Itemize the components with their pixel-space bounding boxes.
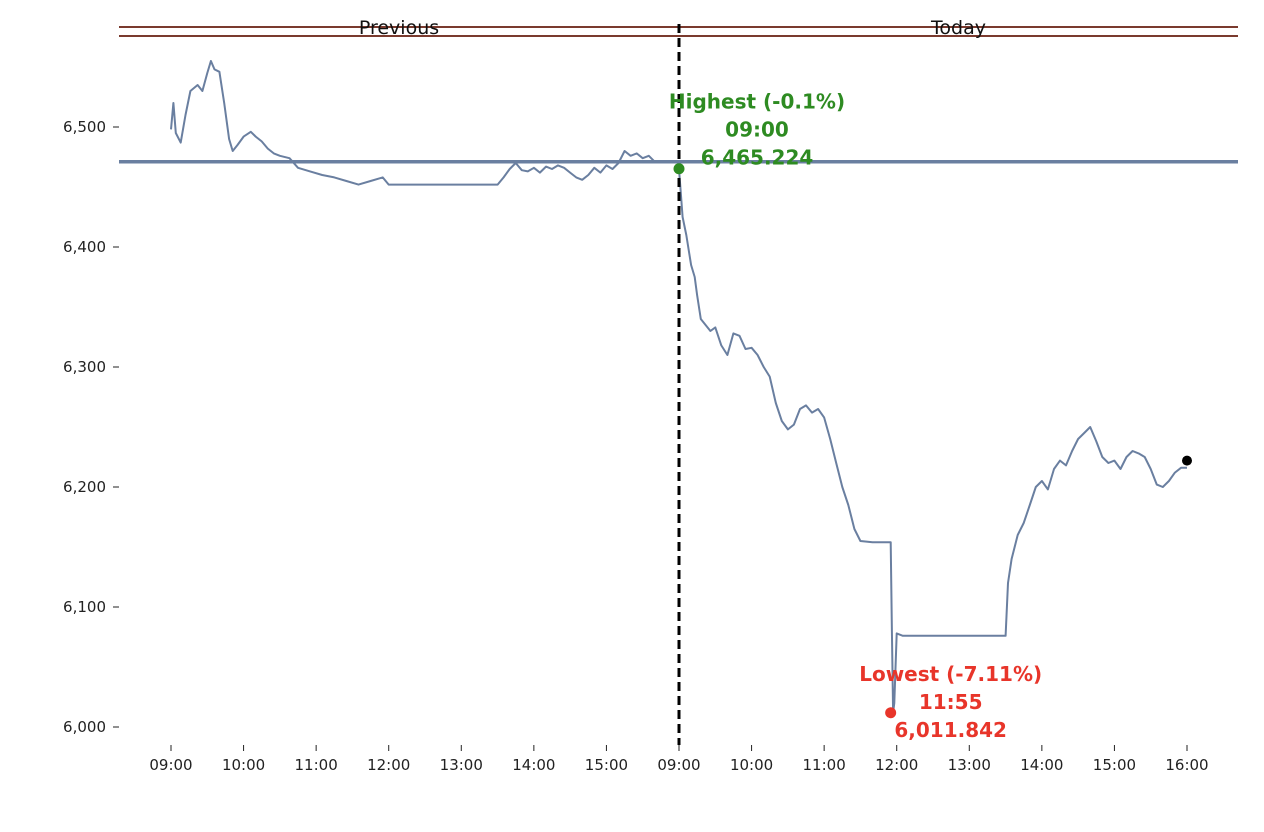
lowest-annotation-line: 6,011.842 [894, 718, 1007, 742]
series-layer [170, 60, 1192, 714]
y-tick-label: 6,200 [63, 478, 106, 496]
lowest-marker [885, 707, 897, 719]
highest-annotation-line: Highest (-0.1%) [669, 90, 845, 114]
x-axis: 09:00 10:00 11:00 12:00 13:00 14:00 15:00 09:00… [149, 745, 1209, 774]
x-tick-label: 13:00 [948, 756, 991, 774]
x-tick-label: 14:00 [512, 756, 555, 774]
x-tick-label: 09:00 [149, 756, 192, 774]
x-tick-label: 11:00 [295, 756, 338, 774]
lowest-annotation-line: 11:55 [919, 690, 983, 714]
y-tick-label: 6,300 [63, 358, 106, 376]
y-axis: 6,000 6,100 6,200 6,300 6,400 6,500 [63, 118, 119, 736]
x-tick-label: 11:00 [803, 756, 846, 774]
highest-marker [673, 163, 685, 175]
y-tick-label: 6,400 [63, 238, 106, 256]
last-point-marker [1182, 455, 1192, 466]
annotation-layer: Highest (-0.1%) 09:00 6,465.224 Lowest (-7.… [669, 90, 1042, 742]
session-label-today: Today [930, 17, 986, 39]
highest-annotation-line: 6,465.224 [701, 146, 814, 170]
x-tick-label: 10:00 [730, 756, 773, 774]
series-line-previous [170, 60, 656, 186]
y-tick-label: 6,100 [63, 598, 106, 616]
x-tick-label: 09:00 [657, 756, 700, 774]
x-tick-label: 12:00 [367, 756, 410, 774]
y-tick-label: 6,000 [63, 718, 106, 736]
x-tick-label: 10:00 [222, 756, 265, 774]
x-tick-label: 15:00 [1093, 756, 1136, 774]
highest-annotation-line: 09:00 [725, 118, 789, 142]
x-tick-label: 12:00 [875, 756, 918, 774]
series-line-today [678, 168, 1187, 714]
session-label-previous: Previous [359, 17, 439, 39]
lowest-annotation-line: Lowest (-7.11%) [859, 662, 1042, 686]
y-tick-label: 6,500 [63, 118, 106, 136]
x-tick-label: 15:00 [585, 756, 628, 774]
x-tick-label: 13:00 [440, 756, 483, 774]
x-tick-label: 14:00 [1020, 756, 1063, 774]
x-tick-label: 16:00 [1165, 756, 1208, 774]
